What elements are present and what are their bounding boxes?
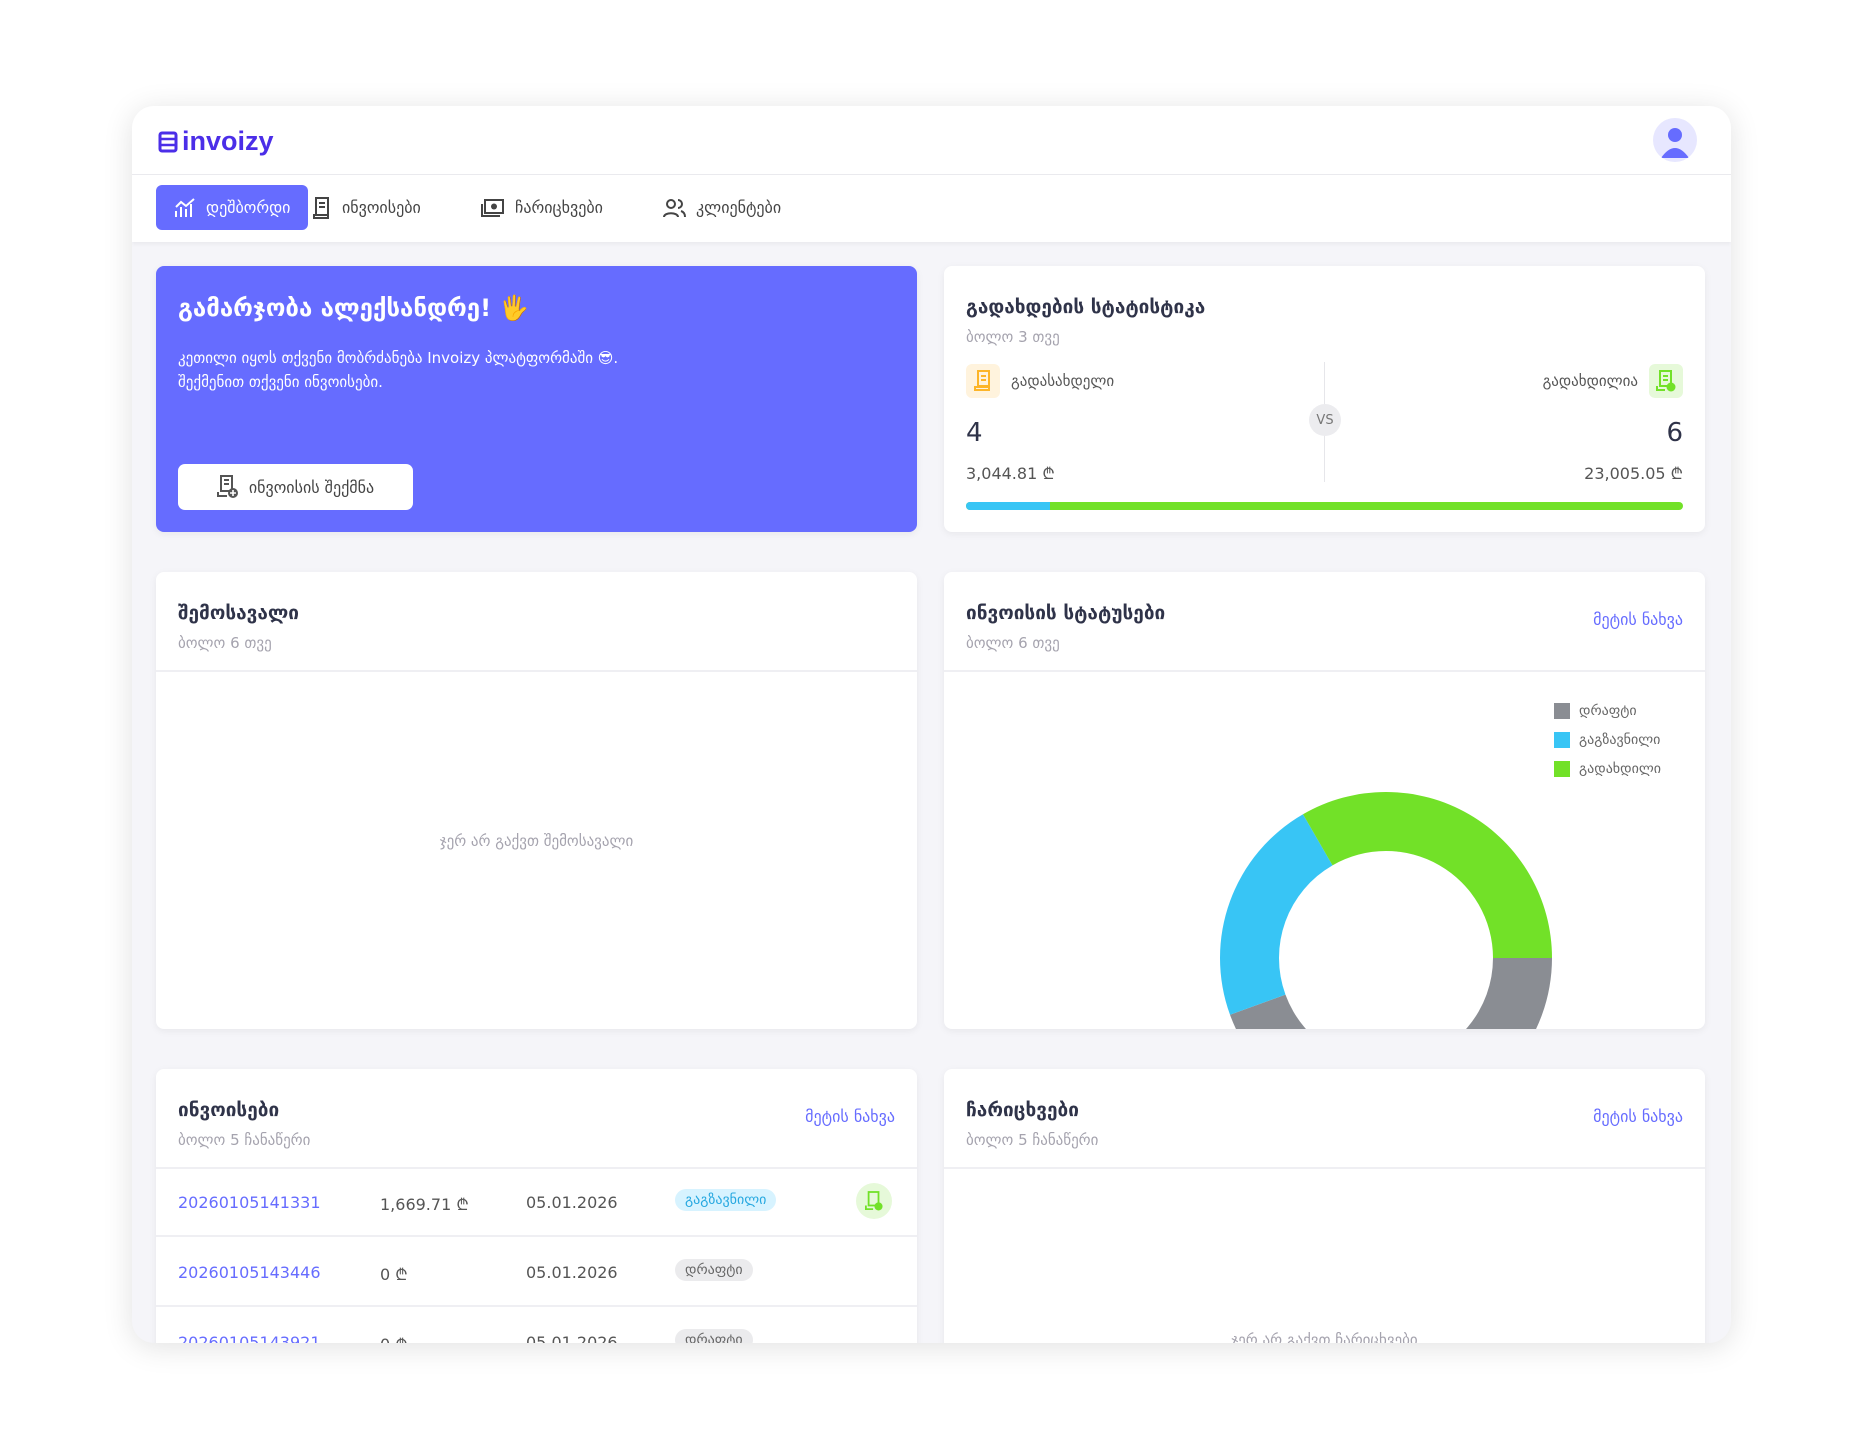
main-nav: დეშბორდი ინვოისები ჩარიცხვები კლიენტები (132, 175, 1731, 242)
card-subtitle: ბოლო 5 ჩანაწერი (966, 1131, 1099, 1149)
status-donut-chart (1220, 792, 1552, 1029)
nav-label: კლიენტები (696, 198, 782, 217)
card-title: ინვოისის სტატუსები (966, 602, 1166, 624)
invoice-date: 05.01.2026 (526, 1333, 618, 1343)
divider (156, 670, 917, 672)
welcome-line2: შექმენით თქვენი ინვოისები. (178, 373, 383, 391)
invoice-amount: 0 ₾ (380, 1265, 408, 1284)
avatar[interactable] (1653, 118, 1697, 162)
welcome-card: გამარჯობა ალექსანდრე! 🖐 კეთილი იყოს თქვე… (156, 266, 917, 532)
top-bar: invoizy (132, 106, 1731, 175)
vs-badge: VS (1309, 404, 1341, 436)
view-more-link[interactable]: მეტის ნახვა (1593, 610, 1683, 629)
legend-item[interactable]: გადახდილი (1554, 754, 1661, 783)
status-badge: გაგზავნილი (675, 1189, 777, 1211)
paid-label: გადახდილია (1542, 372, 1638, 390)
unpaid-amount: 3,044.81 ₾ (966, 464, 1055, 483)
legend-label: გადახდილი (1579, 760, 1661, 777)
button-label: ინვოისის შექმნა (248, 477, 375, 497)
divider (156, 1167, 917, 1169)
paid-amount: 23,005.05 ₾ (1584, 464, 1683, 483)
card-subtitle: ბოლო 3 თვე (966, 328, 1060, 346)
invoice-date: 05.01.2026 (526, 1193, 618, 1212)
legend-label: გაგზავნილი (1579, 731, 1661, 748)
legend-swatch (1554, 731, 1570, 748)
table-row[interactable]: 20260105143446 0 ₾ 05.01.2026 დრაფტი (156, 1239, 917, 1307)
unpaid-icon (966, 364, 1000, 398)
legend-item[interactable]: დრაფტი (1554, 696, 1661, 725)
nav-invoices[interactable]: ინვოისები (294, 185, 439, 230)
unpaid-count: 4 (966, 418, 983, 448)
chart-legend: დრაფტი გაგზავნილი გადახდილი (1554, 696, 1661, 783)
add-invoice-icon (216, 475, 238, 498)
card-subtitle: ბოლო 5 ჩანაწერი (178, 1131, 311, 1149)
paid-icon (1649, 364, 1683, 398)
legend-swatch (1554, 760, 1570, 777)
welcome-title: გამარჯობა ალექსანდრე! 🖐 (178, 294, 530, 322)
card-title: ინვოისები (178, 1099, 280, 1121)
paid-count: 6 (1666, 418, 1683, 448)
table-row[interactable]: 20260105141331 1,669.71 ₾ 05.01.2026 გაგ… (156, 1169, 917, 1237)
unpaid-progress-fill (966, 502, 1050, 510)
donut-slice[interactable] (1303, 792, 1552, 958)
invoice-id-link[interactable]: 20260105141331 (178, 1193, 321, 1212)
empty-state: ჯერ არ გაქვთ ჩარიცხვები (1231, 1331, 1418, 1343)
payment-progress-bar (966, 502, 1683, 510)
user-icon (1661, 128, 1689, 158)
welcome-line1: კეთილი იყოს თქვენი მობრძანება Invoizy პლ… (178, 349, 619, 367)
card-title: შემოსავალი (178, 602, 299, 624)
invoice-amount: 0 ₾ (380, 1333, 408, 1343)
empty-state: ჯერ არ გაქვთ შემოსავალი (439, 832, 634, 850)
legend-item[interactable]: გაგზავნილი (1554, 725, 1661, 754)
receipt-icon (313, 196, 329, 219)
unpaid-label: გადასახდელი (1011, 372, 1115, 390)
invoice-amount: 1,669.71 ₾ (380, 1195, 469, 1214)
invoice-id-link[interactable]: 20260105143921 (178, 1333, 321, 1343)
divider (944, 670, 1705, 672)
status-badge: დრაფტი (675, 1329, 753, 1343)
app-window: invoizy დეშბორდი ინვოისები ჩარიცხვები კლ… (132, 106, 1731, 1343)
card-subtitle: ბოლო 6 თვე (178, 634, 272, 652)
nav-payments[interactable]: ჩარიცხვები (463, 185, 621, 230)
card-title: ჩარიცხვები (966, 1099, 1079, 1121)
card-subtitle: ბოლო 6 თვე (966, 634, 1060, 652)
donut-slice[interactable] (1220, 814, 1333, 1015)
income-card: შემოსავალი ბოლო 6 თვე ჯერ არ გაქვთ შემოს… (156, 572, 917, 1029)
legend-label: დრაფტი (1579, 702, 1637, 719)
invoice-id-link[interactable]: 20260105143446 (178, 1263, 321, 1282)
nav-dashboard[interactable]: დეშბორდი (156, 185, 309, 230)
invoice-date: 05.01.2026 (526, 1263, 618, 1282)
users-icon (663, 198, 686, 217)
logo-icon (158, 131, 178, 152)
recent-payments-card: ჩარიცხვები ბოლო 5 ჩანაწერი მეტის ნახვა ჯ… (944, 1069, 1705, 1343)
invoice-status-card: ინვოისის სტატუსები ბოლო 6 თვე მეტის ნახვ… (944, 572, 1705, 1029)
legend-swatch (1554, 702, 1570, 719)
money-icon (481, 198, 504, 217)
logo[interactable]: invoizy (158, 126, 274, 157)
mark-paid-icon[interactable] (856, 1183, 892, 1219)
divider (944, 1167, 1705, 1169)
view-more-link[interactable]: მეტის ნახვა (1593, 1107, 1683, 1126)
create-invoice-button[interactable]: ინვოისის შექმნა (178, 464, 413, 510)
nav-label: ჩარიცხვები (515, 198, 603, 217)
nav-label: ინვოისები (342, 198, 421, 217)
card-title: გადახდების სტატისტიკა (966, 296, 1206, 318)
view-more-link[interactable]: მეტის ნახვა (805, 1107, 895, 1126)
nav-label: დეშბორდი (206, 198, 291, 217)
table-row[interactable]: 20260105143921 0 ₾ 05.01.2026 დრაფტი (156, 1309, 917, 1343)
chart-icon (175, 197, 195, 217)
donut-slice[interactable] (1230, 958, 1552, 1029)
payment-stats-card: გადახდების სტატისტიკა ბოლო 3 თვე გადასახ… (944, 266, 1705, 532)
recent-invoices-card: ინვოისები ბოლო 5 ჩანაწერი მეტის ნახვა 20… (156, 1069, 917, 1343)
nav-clients[interactable]: კლიენტები (644, 185, 799, 230)
status-badge: დრაფტი (675, 1259, 753, 1281)
logo-text: invoizy (182, 126, 274, 156)
